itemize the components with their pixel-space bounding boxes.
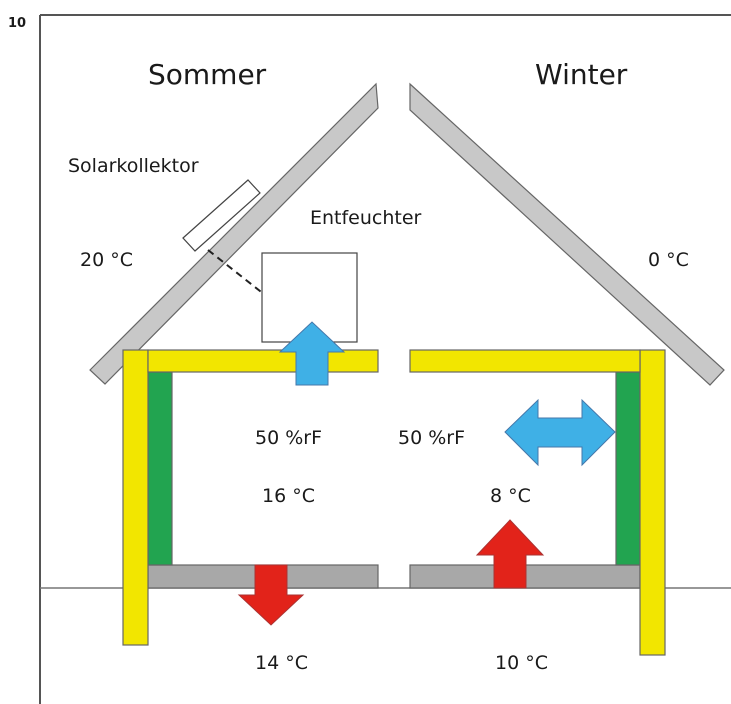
roof-left [89, 82, 379, 385]
house [89, 82, 725, 656]
winter-ground-temp: 10 °C [495, 652, 548, 674]
winter-indoor-temp: 8 °C [490, 485, 531, 507]
dehumidifier-label: Entfeuchter [310, 207, 422, 229]
wall-right [639, 349, 666, 656]
summer-title: Sommer [148, 58, 267, 91]
wall-left [122, 349, 149, 646]
ceiling-left [147, 349, 379, 373]
insulation-left [147, 371, 173, 566]
winter-outdoor-temp: 0 °C [648, 249, 689, 271]
air-arrow-up [278, 321, 346, 386]
summer-humidity: 50 %rF [255, 427, 322, 449]
arrows [237, 321, 616, 626]
figure-number: 10 [8, 16, 26, 31]
air-exchange-arrow [504, 398, 616, 467]
summer-ground-temp: 14 °C [255, 652, 308, 674]
ceiling-right [409, 349, 641, 373]
heat-arrow-down [237, 564, 305, 626]
winter-title: Winter [535, 58, 628, 91]
pipe [207, 249, 266, 296]
summer-outdoor-temp: 20 °C [80, 249, 133, 271]
collector-label: Solarkollektor [68, 155, 199, 177]
roof-right [409, 82, 725, 386]
heat-arrow-up [475, 519, 545, 589]
solar-collector [182, 179, 261, 252]
insulation-right [615, 371, 641, 566]
frame [39, 14, 731, 704]
summer-indoor-temp: 16 °C [262, 485, 315, 507]
winter-humidity: 50 %rF [398, 427, 465, 449]
